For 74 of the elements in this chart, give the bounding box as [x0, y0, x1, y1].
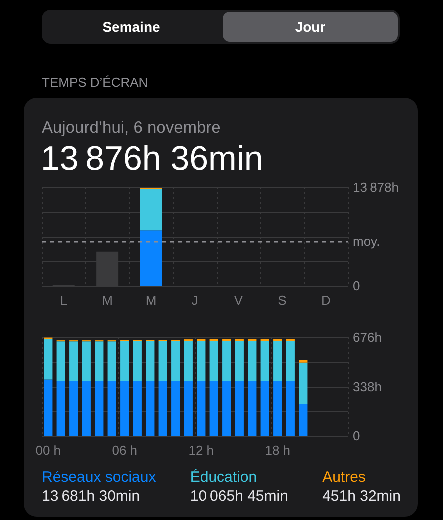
bar	[95, 381, 104, 436]
bar	[56, 381, 66, 436]
x-tick-label: L	[60, 293, 68, 308]
bar	[286, 341, 295, 382]
x-tick-label: J	[192, 293, 198, 308]
text: Éducation	[190, 468, 258, 486]
bar	[299, 404, 308, 436]
chart-title: 13 876h 36min	[41, 140, 264, 178]
bar	[133, 381, 142, 436]
y-tick-label: 13 878h	[353, 180, 399, 195]
bar	[299, 360, 308, 363]
bar	[172, 341, 180, 382]
bar	[197, 381, 206, 436]
text: Réseaux sociaux	[42, 468, 156, 486]
x-tick-label: M	[102, 293, 113, 308]
bar	[235, 381, 244, 436]
bar	[299, 362, 308, 404]
y-tick-label: 338h	[353, 379, 382, 394]
bar	[56, 342, 66, 382]
segmented-control: Semaine Jour	[42, 10, 400, 44]
bar	[260, 381, 270, 436]
bar	[82, 381, 91, 436]
bar	[210, 381, 218, 436]
text: 13 681h 30min	[42, 486, 140, 506]
bar	[274, 341, 282, 382]
bar	[133, 341, 142, 382]
y-tick-label: 0	[353, 278, 360, 294]
bar	[146, 341, 155, 382]
y-tick-label: 0	[353, 428, 360, 444]
bar	[82, 342, 91, 382]
bar	[44, 380, 53, 436]
x-tick-label: V	[234, 293, 244, 308]
bar	[210, 341, 218, 382]
bar	[120, 381, 130, 436]
bar	[44, 339, 53, 380]
bar	[248, 381, 257, 436]
x-tick-label: M	[146, 293, 157, 308]
text: Autres	[322, 468, 366, 486]
bar	[274, 381, 282, 436]
bar	[286, 381, 295, 436]
bar	[95, 342, 104, 382]
bar	[108, 342, 116, 382]
x-tick-label: D	[321, 293, 331, 308]
bar	[108, 381, 116, 436]
bar	[120, 341, 130, 382]
text: TEMPS D’ÉCRAN	[42, 75, 148, 91]
x-tick-label: 00 h	[36, 443, 62, 458]
bar	[184, 341, 193, 382]
bar	[140, 189, 162, 231]
chart-subtitle: Aujourd’hui, 6 novembre	[42, 119, 221, 137]
bar	[70, 381, 78, 436]
bar	[248, 341, 257, 382]
x-tick-label: S	[278, 293, 288, 308]
bar	[260, 341, 270, 382]
ref-line-label: moy.	[353, 234, 380, 250]
bar	[158, 381, 168, 436]
x-tick-label: 12 h	[188, 443, 214, 458]
text: 451h 32min	[322, 486, 401, 506]
category-label: Jour	[295, 18, 326, 36]
bar	[222, 341, 232, 382]
y-tick-label: 676h	[353, 330, 382, 345]
bar	[140, 230, 162, 286]
bar	[184, 381, 193, 436]
bar	[222, 381, 232, 436]
x-tick-label: 06 h	[112, 443, 138, 458]
category-label: Semaine	[102, 18, 160, 36]
bar	[172, 381, 180, 436]
bar	[197, 341, 206, 382]
bar	[70, 342, 78, 382]
bar	[146, 381, 155, 436]
x-tick-label: 18 h	[265, 443, 291, 458]
bar	[235, 341, 244, 382]
bar	[158, 341, 168, 382]
text: 10 065h 45min	[190, 486, 288, 506]
